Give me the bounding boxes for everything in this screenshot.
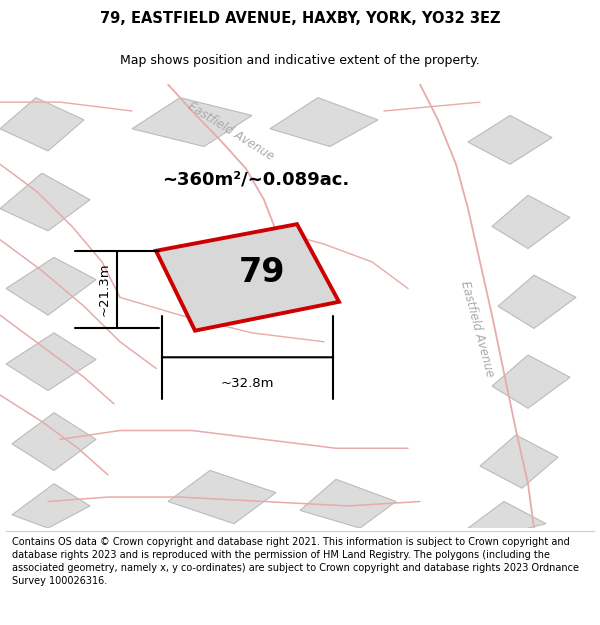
Text: ~32.8m: ~32.8m [221,378,274,390]
Polygon shape [0,173,90,231]
Polygon shape [156,224,339,331]
Polygon shape [0,98,84,151]
Polygon shape [132,98,252,146]
Polygon shape [492,355,570,408]
Polygon shape [12,484,90,528]
Text: ~21.3m: ~21.3m [97,262,110,316]
Polygon shape [168,471,276,524]
Polygon shape [480,435,558,488]
Polygon shape [270,98,378,146]
Text: 79, EASTFIELD AVENUE, HAXBY, YORK, YO32 3EZ: 79, EASTFIELD AVENUE, HAXBY, YORK, YO32 … [100,11,500,26]
Polygon shape [12,412,96,471]
Text: 79: 79 [239,256,285,289]
Text: Eastfield Avenue: Eastfield Avenue [458,279,496,378]
Polygon shape [300,479,396,528]
Polygon shape [6,258,96,315]
Polygon shape [492,195,570,249]
Polygon shape [498,275,576,329]
Text: Map shows position and indicative extent of the property.: Map shows position and indicative extent… [120,54,480,68]
Text: ~360m²/~0.089ac.: ~360m²/~0.089ac. [162,171,349,189]
Text: Contains OS data © Crown copyright and database right 2021. This information is : Contains OS data © Crown copyright and d… [12,537,579,586]
Polygon shape [468,501,546,532]
Polygon shape [6,333,96,391]
Polygon shape [468,116,552,164]
Text: Eastfield Avenue: Eastfield Avenue [185,99,277,162]
